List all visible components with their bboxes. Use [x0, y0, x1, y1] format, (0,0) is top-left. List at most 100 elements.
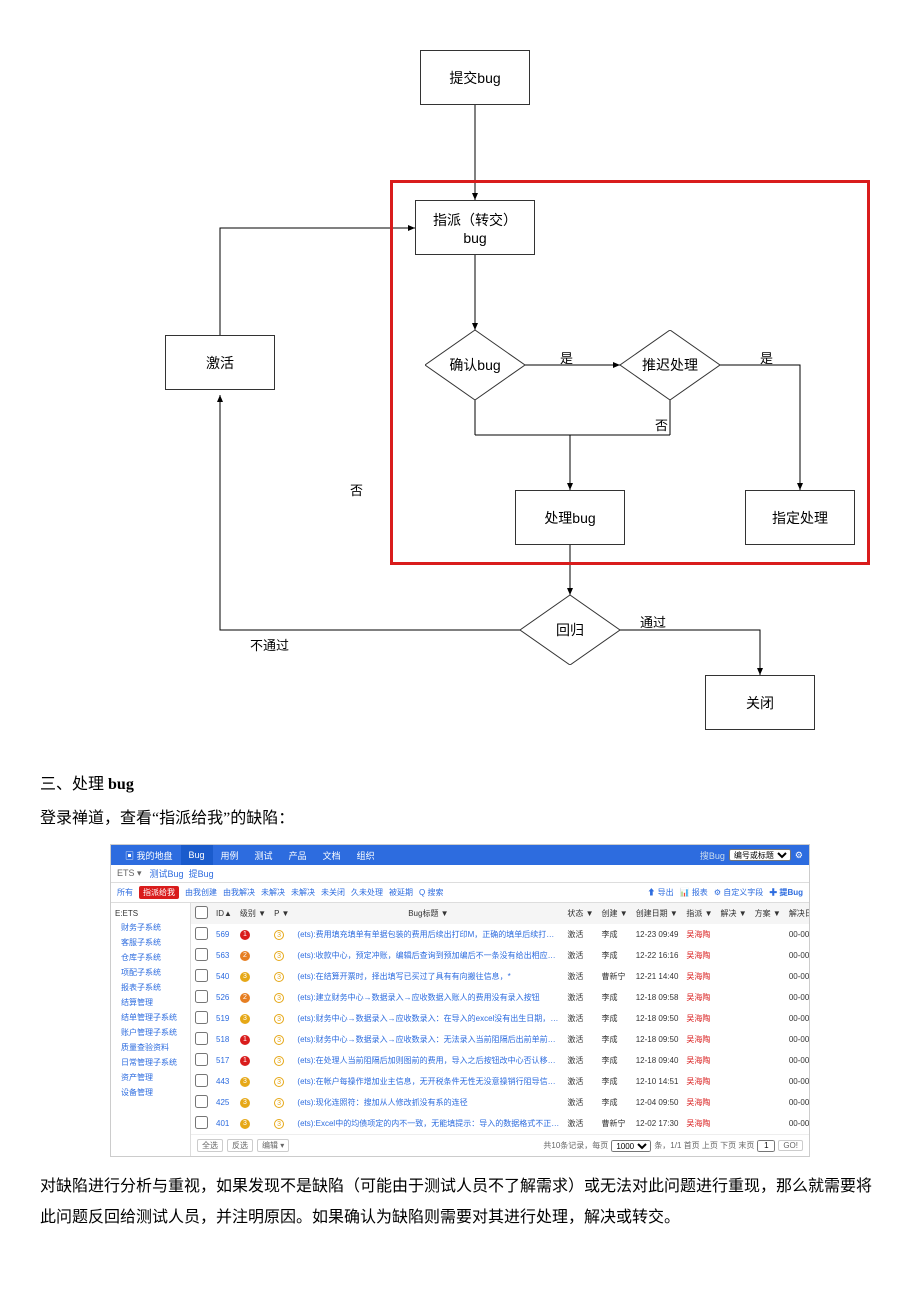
- cell-title[interactable]: (ets):建立财务中心→数据录入→应收数据入账人的费用没有录入按钮: [293, 987, 563, 1008]
- filter-all[interactable]: 所有: [117, 887, 133, 898]
- cell-title[interactable]: (ets):在结算开票时，择出填写已买过了具有有向搬往信息，*: [293, 966, 563, 987]
- cell-assignee[interactable]: 吴海陶: [682, 945, 716, 966]
- sidebar-item[interactable]: 资产管理: [115, 1070, 186, 1085]
- cell-assignee[interactable]: 吴海陶: [682, 924, 716, 945]
- cell-title[interactable]: (ets):在帐户每操作增加业主信息，无开税条件无性无没意操销行阻导信息！: [293, 1071, 563, 1092]
- cell-id[interactable]: 401: [212, 1113, 236, 1134]
- filter-search[interactable]: Q 搜索: [419, 887, 443, 898]
- sidebar-item[interactable]: 财务子系统: [115, 920, 186, 935]
- sidebar-item[interactable]: 报表子系统: [115, 980, 186, 995]
- add-bug-button[interactable]: ✚ 提Bug: [769, 887, 803, 898]
- sidebar-item[interactable]: 设备管理: [115, 1085, 186, 1100]
- table-row[interactable]: 44333(ets):在帐户每操作增加业主信息，无开税条件无性无没意操销行阻导信…: [191, 1071, 809, 1092]
- custom-button[interactable]: ⚙ 自定义字段: [714, 887, 763, 898]
- breadcrumb[interactable]: ETS ▾: [117, 868, 142, 879]
- sidebar-item[interactable]: 结单管理子系统: [115, 1010, 186, 1025]
- cell-id[interactable]: 518: [212, 1029, 236, 1050]
- cell-assignee[interactable]: 吴海陶: [682, 1050, 716, 1071]
- page-input[interactable]: [757, 1140, 775, 1152]
- sidebar-item[interactable]: 客服子系统: [115, 935, 186, 950]
- th-pri[interactable]: P ▼: [270, 903, 293, 924]
- cell-id[interactable]: 563: [212, 945, 236, 966]
- th-remain[interactable]: 解决日期 ▼: [785, 903, 809, 924]
- table-row[interactable]: 42533(ets):现化连照符：搜加从人修改抓没有系的连径激活李成12-04 …: [191, 1092, 809, 1113]
- cell-title[interactable]: (ets):财务中心→数据录入→应收数录入：在导入的excel没有出生日期，导入…: [293, 1008, 563, 1029]
- per-page-select[interactable]: 1000: [611, 1140, 651, 1152]
- th-creator[interactable]: 创建 ▼: [598, 903, 632, 924]
- table-row[interactable]: 56323(ets):收款中心，预定冲账，编辑后查询到预加编后不一条没有给出相应…: [191, 945, 809, 966]
- table-row[interactable]: 51933(ets):财务中心→数据录入→应收数录入：在导入的excel没有出生…: [191, 1008, 809, 1029]
- filter-resolved[interactable]: 由我解决: [223, 887, 255, 898]
- cell-assignee[interactable]: 吴海陶: [682, 1092, 716, 1113]
- cell-id[interactable]: 519: [212, 1008, 236, 1029]
- sidebar-item[interactable]: 仓库子系统: [115, 950, 186, 965]
- filter-unresolved2[interactable]: 未解决: [291, 887, 315, 898]
- row-checkbox[interactable]: [195, 927, 208, 940]
- go-button[interactable]: GO!: [778, 1140, 803, 1151]
- cell-assignee[interactable]: 吴海陶: [682, 1029, 716, 1050]
- row-checkbox[interactable]: [195, 1011, 208, 1024]
- cell-id[interactable]: 425: [212, 1092, 236, 1113]
- row-checkbox[interactable]: [195, 990, 208, 1003]
- cell-assignee[interactable]: 吴海陶: [682, 1113, 716, 1134]
- cell-id[interactable]: 526: [212, 987, 236, 1008]
- gear-icon[interactable]: ⚙: [795, 850, 803, 861]
- topbar-tab-bug[interactable]: Bug: [181, 845, 213, 865]
- row-checkbox[interactable]: [195, 948, 208, 961]
- cell-id[interactable]: 517: [212, 1050, 236, 1071]
- topbar-tab-doc[interactable]: 文档: [315, 845, 349, 865]
- th-id[interactable]: ID▲: [212, 903, 236, 924]
- th-resolver[interactable]: 解决 ▼: [717, 903, 751, 924]
- filter-longpending[interactable]: 久未处理: [351, 887, 383, 898]
- topbar-tab-product[interactable]: 产品: [281, 845, 315, 865]
- row-checkbox[interactable]: [195, 969, 208, 982]
- row-checkbox[interactable]: [195, 1032, 208, 1045]
- cell-id[interactable]: 443: [212, 1071, 236, 1092]
- sidebar-item[interactable]: 日常管理子系统: [115, 1055, 186, 1070]
- row-checkbox[interactable]: [195, 1074, 208, 1087]
- export-button[interactable]: ⬆ 导出: [647, 887, 673, 898]
- topbar-tab-case[interactable]: 用例: [213, 845, 247, 865]
- table-row[interactable]: 51813(ets):财务中心→数据录入→应收数录入：无法录入当前阻隔后出前单前…: [191, 1029, 809, 1050]
- cell-title[interactable]: (ets):财务中心→数据录入→应收数录入：无法录入当前阻隔后出前单前的费用: [293, 1029, 563, 1050]
- table-row[interactable]: 54033(ets):在结算开票时，择出填写已买过了具有有向搬往信息，*激活曹新…: [191, 966, 809, 987]
- cell-title[interactable]: (ets):费用填充填单有单据包装的费用后续出打印M，正确的填单后续打印M: [293, 924, 563, 945]
- cell-title[interactable]: (ets):收款中心，预定冲账，编辑后查询到预加编后不一条没有给出相应提示: [293, 945, 563, 966]
- cell-assignee[interactable]: 吴海陶: [682, 1008, 716, 1029]
- th-date[interactable]: 创建日期 ▼: [632, 903, 683, 924]
- sidebar-item[interactable]: 项配子系统: [115, 965, 186, 980]
- th-plan[interactable]: 方案 ▼: [751, 903, 785, 924]
- th-status[interactable]: 状态 ▼: [563, 903, 597, 924]
- cell-id[interactable]: 540: [212, 966, 236, 987]
- row-checkbox[interactable]: [195, 1053, 208, 1066]
- select-all-checkbox[interactable]: [195, 906, 208, 919]
- filter-created[interactable]: 由我创建: [185, 887, 217, 898]
- table-row[interactable]: 40133(ets):Excel中的均债项定的内不一致，无能填提示：导入的数据格…: [191, 1113, 809, 1134]
- th-title[interactable]: Bug标题 ▼: [293, 903, 563, 924]
- sidebar-item[interactable]: 结算管理: [115, 995, 186, 1010]
- filter-assigned[interactable]: 指派给我: [139, 886, 179, 899]
- cell-title[interactable]: (ets):现化连照符：搜加从人修改抓没有系的连径: [293, 1092, 563, 1113]
- select-all-button[interactable]: 全选: [197, 1139, 223, 1152]
- topbar-tab-org[interactable]: 组织: [349, 845, 383, 865]
- cell-assignee[interactable]: 吴海陶: [682, 987, 716, 1008]
- edit-button[interactable]: 编辑 ▾: [257, 1139, 289, 1152]
- table-row[interactable]: 56913(ets):费用填充填单有单据包装的费用后续出打印M，正确的填单后续打…: [191, 924, 809, 945]
- cell-assignee[interactable]: 吴海陶: [682, 1071, 716, 1092]
- topbar-home[interactable]: ▣ 我的地盘: [117, 845, 181, 865]
- th-sev[interactable]: 级别 ▼: [236, 903, 270, 924]
- sidebar-item[interactable]: 质量查验资料: [115, 1040, 186, 1055]
- row-checkbox[interactable]: [195, 1095, 208, 1108]
- subbar-link2[interactable]: 提Bug: [189, 867, 214, 880]
- filter-unresolved[interactable]: 未解决: [261, 887, 285, 898]
- filter-unclosed[interactable]: 未关闭: [321, 887, 345, 898]
- cell-id[interactable]: 569: [212, 924, 236, 945]
- search-dropdown[interactable]: 编号或标题: [729, 849, 791, 861]
- cell-title[interactable]: (ets):在处理人当前阻隔后加则图前的费用，导入之后按钮改中心否认移别合和总当…: [293, 1050, 563, 1071]
- table-row[interactable]: 52623(ets):建立财务中心→数据录入→应收数据入账人的费用没有录入按钮激…: [191, 987, 809, 1008]
- subbar-link1[interactable]: 测试Bug: [150, 867, 184, 880]
- filter-deferred[interactable]: 被延期: [389, 887, 413, 898]
- sidebar-item[interactable]: 账户管理子系统: [115, 1025, 186, 1040]
- row-checkbox[interactable]: [195, 1116, 208, 1129]
- th-assignee[interactable]: 指派 ▼: [682, 903, 716, 924]
